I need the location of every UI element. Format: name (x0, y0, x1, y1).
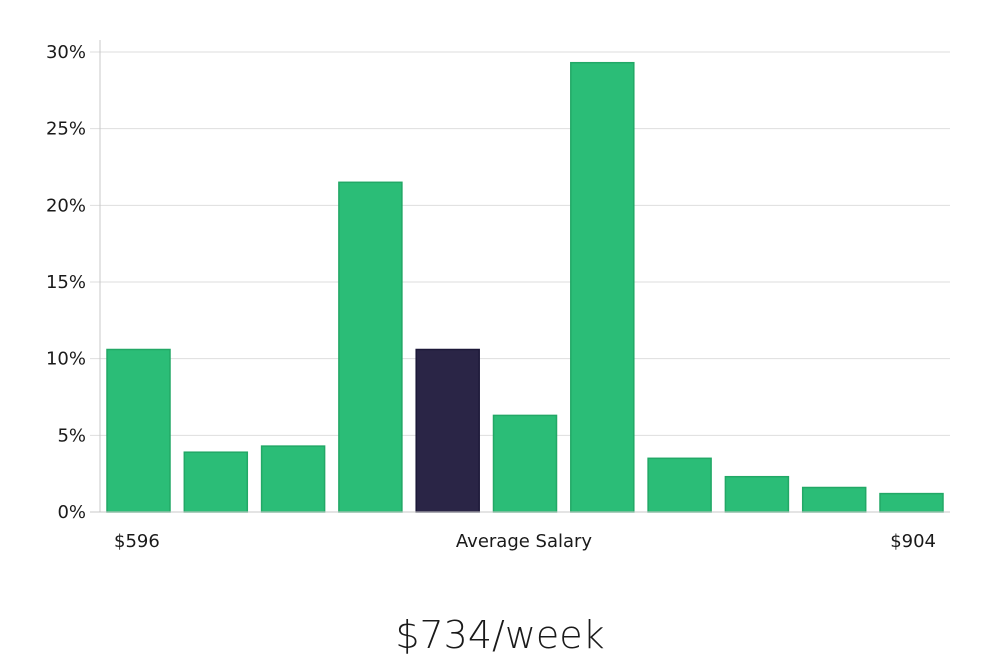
bar (492, 414, 558, 513)
y-tick-label: 30% (46, 42, 86, 63)
y-tick-label: 0% (57, 502, 86, 523)
bars (106, 61, 944, 513)
bar-highlighted (415, 348, 480, 513)
y-tick-label: 5% (57, 425, 86, 446)
bar (260, 445, 326, 513)
average-salary-value: $734/week (395, 613, 604, 657)
y-tick-label: 15% (46, 272, 86, 293)
y-tick-label: 10% (46, 349, 86, 370)
bar (647, 457, 712, 513)
bar (183, 451, 249, 513)
y-tick-label: 25% (46, 119, 86, 140)
bar (338, 181, 403, 513)
x-max-label: $904 (890, 531, 936, 552)
x-min-label: $596 (114, 531, 160, 552)
bar (801, 486, 867, 513)
grid-lines (90, 51, 950, 436)
bar (570, 61, 635, 513)
bar (879, 492, 944, 513)
y-axis-tick-labels: 0% 5% 10% 15% 20% 25% 30% (46, 42, 86, 523)
bar (106, 348, 171, 513)
bar (724, 475, 790, 513)
y-tick-label: 20% (46, 195, 86, 216)
x-axis-label: Average Salary (456, 531, 593, 552)
